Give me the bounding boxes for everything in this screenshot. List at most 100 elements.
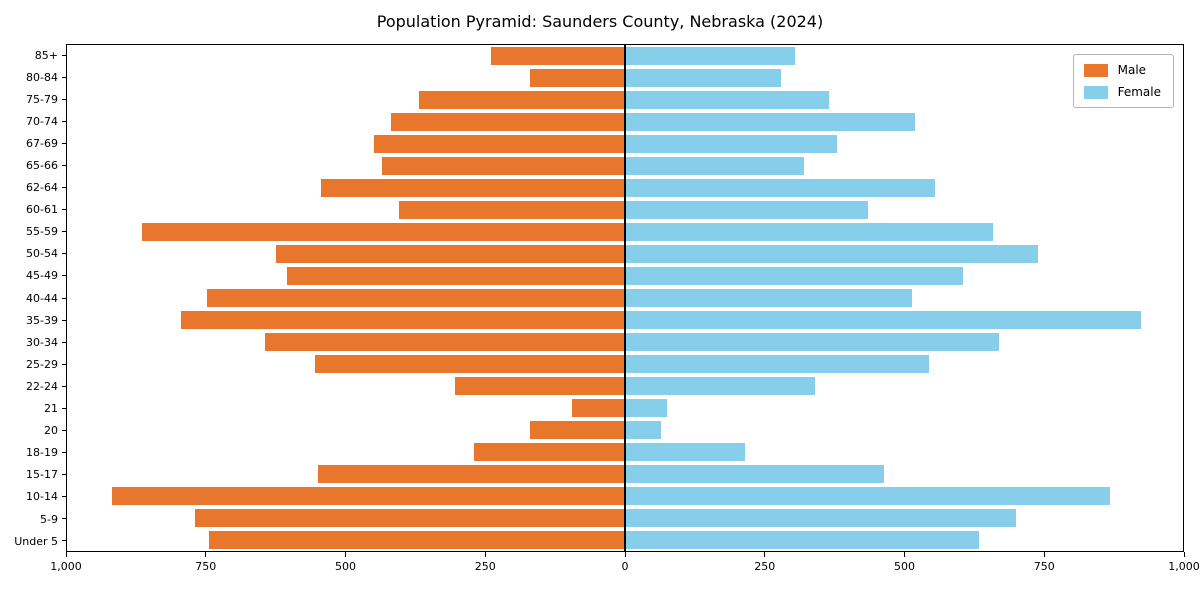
- male-bar-10-14: [111, 487, 625, 505]
- y-tick-label-20: 20: [44, 424, 58, 438]
- pyramid-row-40-44: [67, 287, 1183, 309]
- female-bar-30-34: [625, 333, 999, 351]
- y-tick-mark: [62, 54, 66, 56]
- pyramid-row-30-34: [67, 331, 1183, 353]
- y-tick-label-50-54: 50-54: [26, 247, 58, 261]
- pyramid-row-21: [67, 397, 1183, 419]
- y-tick-mark: [62, 474, 66, 476]
- female-bar-65-66: [625, 157, 804, 175]
- y-tick-label-22-24: 22-24: [26, 379, 58, 393]
- female-bar-20: [625, 421, 662, 439]
- pyramid-row-18-19: [67, 441, 1183, 463]
- y-tick-mark: [62, 187, 66, 189]
- pyramid-row-70-74: [67, 111, 1183, 133]
- x-tick-label-4: 0: [621, 560, 629, 573]
- x-tick-mark: [205, 552, 207, 557]
- y-tick-label-18-19: 18-19: [26, 446, 58, 460]
- female-bar-under-5: [625, 531, 980, 549]
- male-bar-20: [530, 421, 625, 439]
- pyramid-row-55-59: [67, 221, 1183, 243]
- y-tick-label-45-49: 45-49: [26, 269, 58, 283]
- legend: Male Female: [1072, 54, 1174, 108]
- x-tick-mark: [1043, 552, 1045, 557]
- male-bar-under-5: [209, 531, 625, 549]
- y-tick-label-70-74: 70-74: [26, 114, 58, 128]
- male-bar-65-66: [382, 157, 625, 175]
- y-tick-label-62-64: 62-64: [26, 181, 58, 195]
- pyramid-row-under-5: [67, 529, 1183, 551]
- male-bar-30-34: [265, 333, 625, 351]
- y-tick-label-75-79: 75-79: [26, 92, 58, 106]
- male-bar-15-17: [318, 465, 625, 483]
- y-tick-mark: [62, 142, 66, 144]
- x-tick-label-2: 500: [335, 560, 356, 573]
- legend-label-female: Female: [1117, 85, 1161, 99]
- pyramid-row-62-64: [67, 177, 1183, 199]
- x-axis-labels: 1,000 750 500 250 0 250 500 750 1,000: [50, 560, 1200, 578]
- pyramid-row-25-29: [67, 353, 1183, 375]
- x-tick-label-6: 500: [894, 560, 915, 573]
- y-tick-label-67-69: 67-69: [26, 136, 58, 150]
- female-bar-75-79: [625, 91, 829, 109]
- female-bar-50-54: [625, 245, 1038, 263]
- male-bar-5-9: [195, 509, 625, 527]
- y-tick-mark: [62, 120, 66, 122]
- y-tick-label-15-17: 15-17: [26, 468, 58, 482]
- x-tick-mark: [624, 552, 626, 557]
- female-bar-10-14: [625, 487, 1111, 505]
- x-tick-label-1: 750: [195, 560, 217, 573]
- female-bar-22-24: [625, 377, 815, 395]
- y-tick-label-30-34: 30-34: [26, 335, 58, 349]
- x-tick-mark: [764, 552, 766, 557]
- y-tick-mark: [62, 540, 66, 542]
- y-tick-mark: [62, 341, 66, 343]
- x-axis-tick-marks: [65, 552, 1185, 557]
- y-tick-mark: [62, 518, 66, 520]
- male-bar-18-19: [474, 443, 625, 461]
- y-tick-label-10-14: 10-14: [26, 490, 58, 504]
- male-bar-70-74: [390, 113, 625, 131]
- y-tick-label-55-59: 55-59: [26, 225, 58, 239]
- pyramid-row-75-79: [67, 89, 1183, 111]
- y-axis-labels: 85+ 80-84 75-79 70-74 67-69 65-66 62-64 60-61 55…: [0, 44, 58, 552]
- legend-label-male: Male: [1117, 63, 1147, 77]
- y-tick-label-85+: 85+: [34, 48, 58, 62]
- y-tick-mark: [62, 253, 66, 255]
- zero-axis-line: [624, 45, 626, 551]
- male-bar-21: [572, 399, 625, 417]
- female-bar-5-9: [625, 509, 1016, 527]
- x-tick-label-0: 1,000: [50, 560, 82, 573]
- y-tick-mark: [62, 407, 66, 409]
- female-bar-80-84: [625, 69, 782, 87]
- y-tick-mark: [62, 231, 66, 233]
- y-tick-mark: [62, 385, 66, 387]
- female-bar-45-49: [625, 267, 963, 285]
- female-bar-55-59: [625, 223, 994, 241]
- y-tick-label-5-9: 5-9: [40, 512, 58, 526]
- x-tick-label-3: 250: [474, 560, 496, 573]
- male-bar-50-54: [276, 245, 625, 263]
- x-tick-mark: [345, 552, 346, 557]
- y-tick-mark: [62, 164, 66, 166]
- female-bar-85+: [625, 47, 796, 65]
- male-bar-25-29: [315, 355, 625, 373]
- y-tick-mark: [62, 496, 66, 498]
- y-tick-mark: [62, 363, 66, 365]
- y-tick-label-80-84: 80-84: [26, 70, 58, 84]
- y-tick-label-25-29: 25-29: [26, 357, 58, 371]
- legend-entry-female: Female: [1083, 85, 1161, 99]
- male-bar-60-61: [399, 201, 625, 219]
- plot-area: Male Female: [66, 44, 1184, 552]
- y-tick-mark: [62, 297, 66, 299]
- x-tick-mark: [904, 552, 905, 557]
- male-bar-45-49: [287, 267, 625, 285]
- y-tick-mark: [62, 452, 66, 454]
- female-bar-21: [625, 399, 667, 417]
- female-bar-18-19: [625, 443, 745, 461]
- female-bar-40-44: [625, 289, 913, 307]
- x-tick-mark: [1183, 552, 1185, 557]
- y-tick-mark: [62, 209, 66, 211]
- pyramid-rows: [67, 45, 1183, 551]
- x-tick-label-5: 250: [754, 560, 776, 573]
